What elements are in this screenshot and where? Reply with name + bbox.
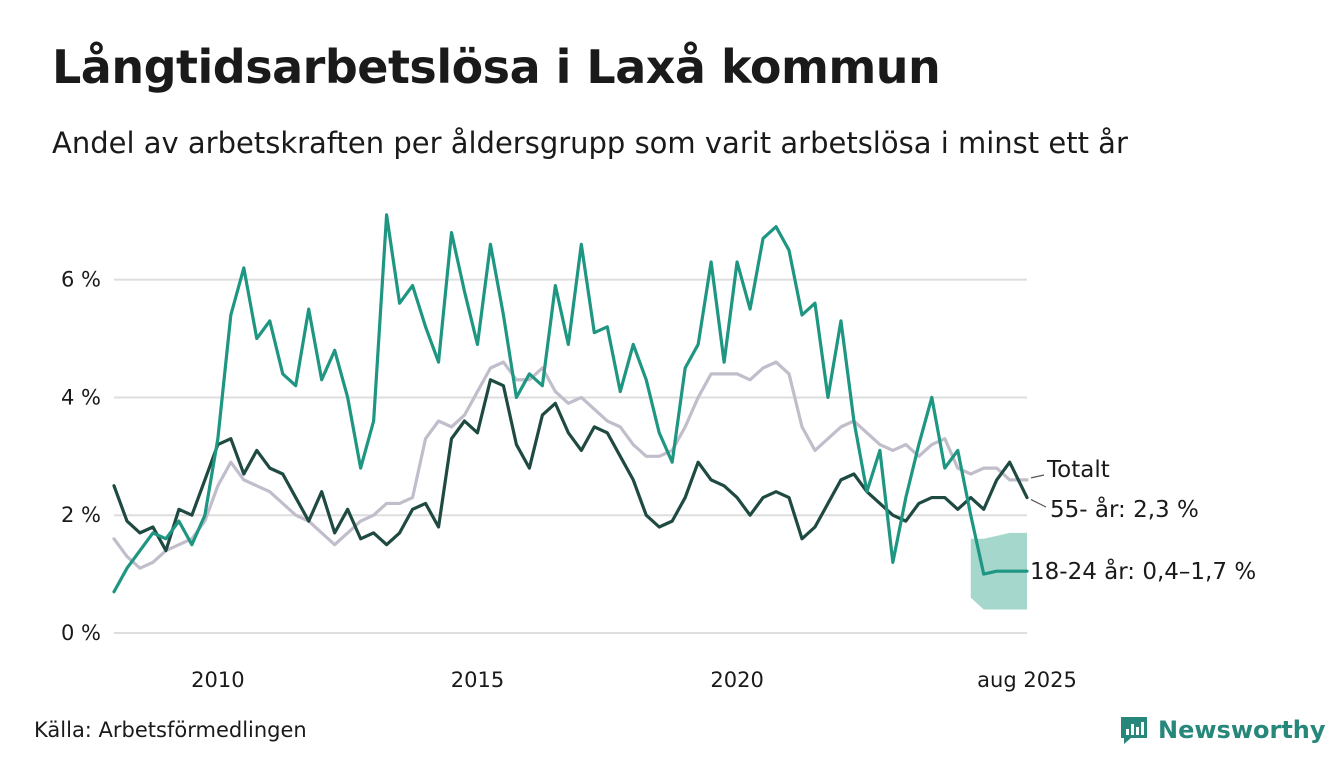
leader-line-55 — [1030, 499, 1047, 508]
y-tick-label: 2 % — [61, 503, 101, 527]
series-line-1 — [112, 378, 1029, 553]
source-note: Källa: Arbetsförmedlingen — [34, 718, 307, 742]
y-axis-ticks: 0 % 2 % 4 % 6 % — [61, 268, 101, 645]
leader-line-totalt — [1030, 474, 1045, 479]
series-label-18-24: 18-24 år: 0,4–1,7 % — [1030, 557, 1256, 585]
brand-name: Newsworthy — [1158, 716, 1326, 744]
chart-subtitle: Andel av arbetskraften per åldersgrupp s… — [52, 126, 1128, 160]
series-line-2 — [112, 213, 1029, 594]
x-tick-label: 2020 — [710, 668, 763, 692]
series-label-totalt: Totalt — [1046, 457, 1110, 483]
series-lines — [112, 213, 1029, 594]
x-tick-label: 2010 — [191, 668, 244, 692]
y-tick-label: 6 % — [61, 268, 101, 292]
x-tick-label: aug 2025 — [977, 668, 1077, 692]
series-label-55: 55- år: 2,3 % — [1050, 495, 1199, 523]
y-tick-label: 4 % — [61, 385, 101, 409]
x-tick-label: 2015 — [451, 668, 504, 692]
brand-logo: Newsworthy — [1118, 714, 1326, 746]
series-labels: Totalt 55- år: 2,3 % 18-24 år: 0,4–1,7 % — [1030, 457, 1256, 585]
x-axis-ticks: 2010 2015 2020 aug 2025 — [191, 668, 1077, 692]
series-line-0 — [112, 360, 1029, 570]
gridlines — [114, 278, 1027, 634]
y-tick-label: 0 % — [61, 621, 101, 645]
newsworthy-logo-icon — [1121, 717, 1147, 744]
chart-title: Långtidsarbetslösa i Laxå kommun — [52, 40, 941, 94]
